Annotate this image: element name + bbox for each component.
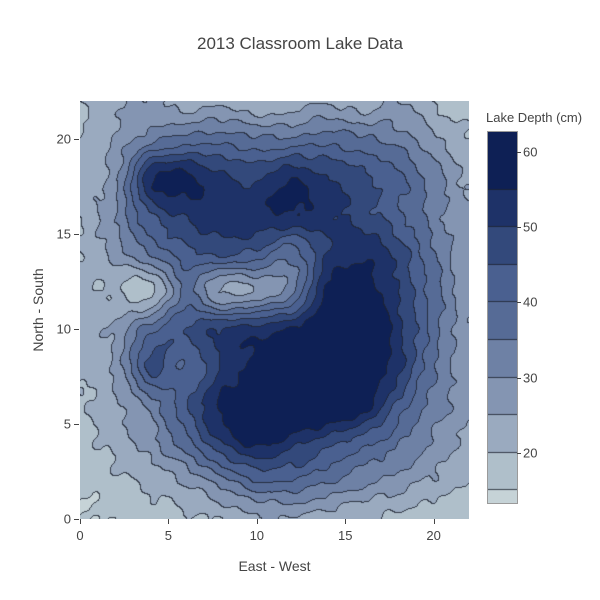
y-tick-mark	[74, 234, 79, 235]
y-tick-mark	[74, 329, 79, 330]
colorbar-tick-mark	[517, 151, 521, 153]
y-tick-label: 15	[56, 226, 71, 242]
x-tick-label: 20	[426, 528, 441, 543]
chart-title: 2013 Classroom Lake Data	[196, 34, 403, 53]
x-tick-label: 0	[76, 528, 84, 543]
y-axis-title: North - South	[30, 268, 46, 352]
y-tick-label: 20	[56, 131, 71, 147]
y-tick-label: 0	[63, 511, 71, 527]
colorbar-tick-label: 40	[523, 294, 538, 310]
x-tick-mark	[80, 519, 81, 524]
colorbar-tick-label: 60	[523, 144, 538, 160]
colorbar-tick-mark	[517, 302, 521, 304]
x-tick-label: 10	[249, 528, 265, 543]
contour-canvas[interactable]	[80, 101, 469, 519]
x-tick-label: 5	[164, 528, 173, 543]
x-tick-label: 15	[337, 528, 353, 543]
y-tick-mark	[74, 424, 79, 425]
y-tick-label: 10	[56, 321, 71, 337]
y-tick-mark	[74, 139, 79, 140]
x-tick-mark	[345, 519, 347, 524]
colorbar-tick-label: 20	[523, 445, 538, 461]
colorbar-tick-mark	[517, 227, 521, 228]
x-tick-mark	[433, 519, 435, 524]
colorbar	[487, 131, 518, 504]
colorbar-title: Lake Depth (cm)	[486, 110, 583, 125]
x-axis-title: East - West	[238, 558, 311, 574]
colorbar-tick-label: 50	[523, 219, 538, 235]
x-tick-mark	[168, 519, 170, 524]
contour-plot-area[interactable]	[80, 101, 469, 519]
colorbar-tick-label: 30	[523, 370, 538, 386]
y-tick-label: 5	[63, 416, 71, 432]
colorbar-tick-mark	[517, 453, 521, 455]
x-tick-mark	[256, 519, 258, 524]
colorbar-tick-mark	[517, 377, 521, 379]
y-tick-mark	[74, 519, 79, 520]
